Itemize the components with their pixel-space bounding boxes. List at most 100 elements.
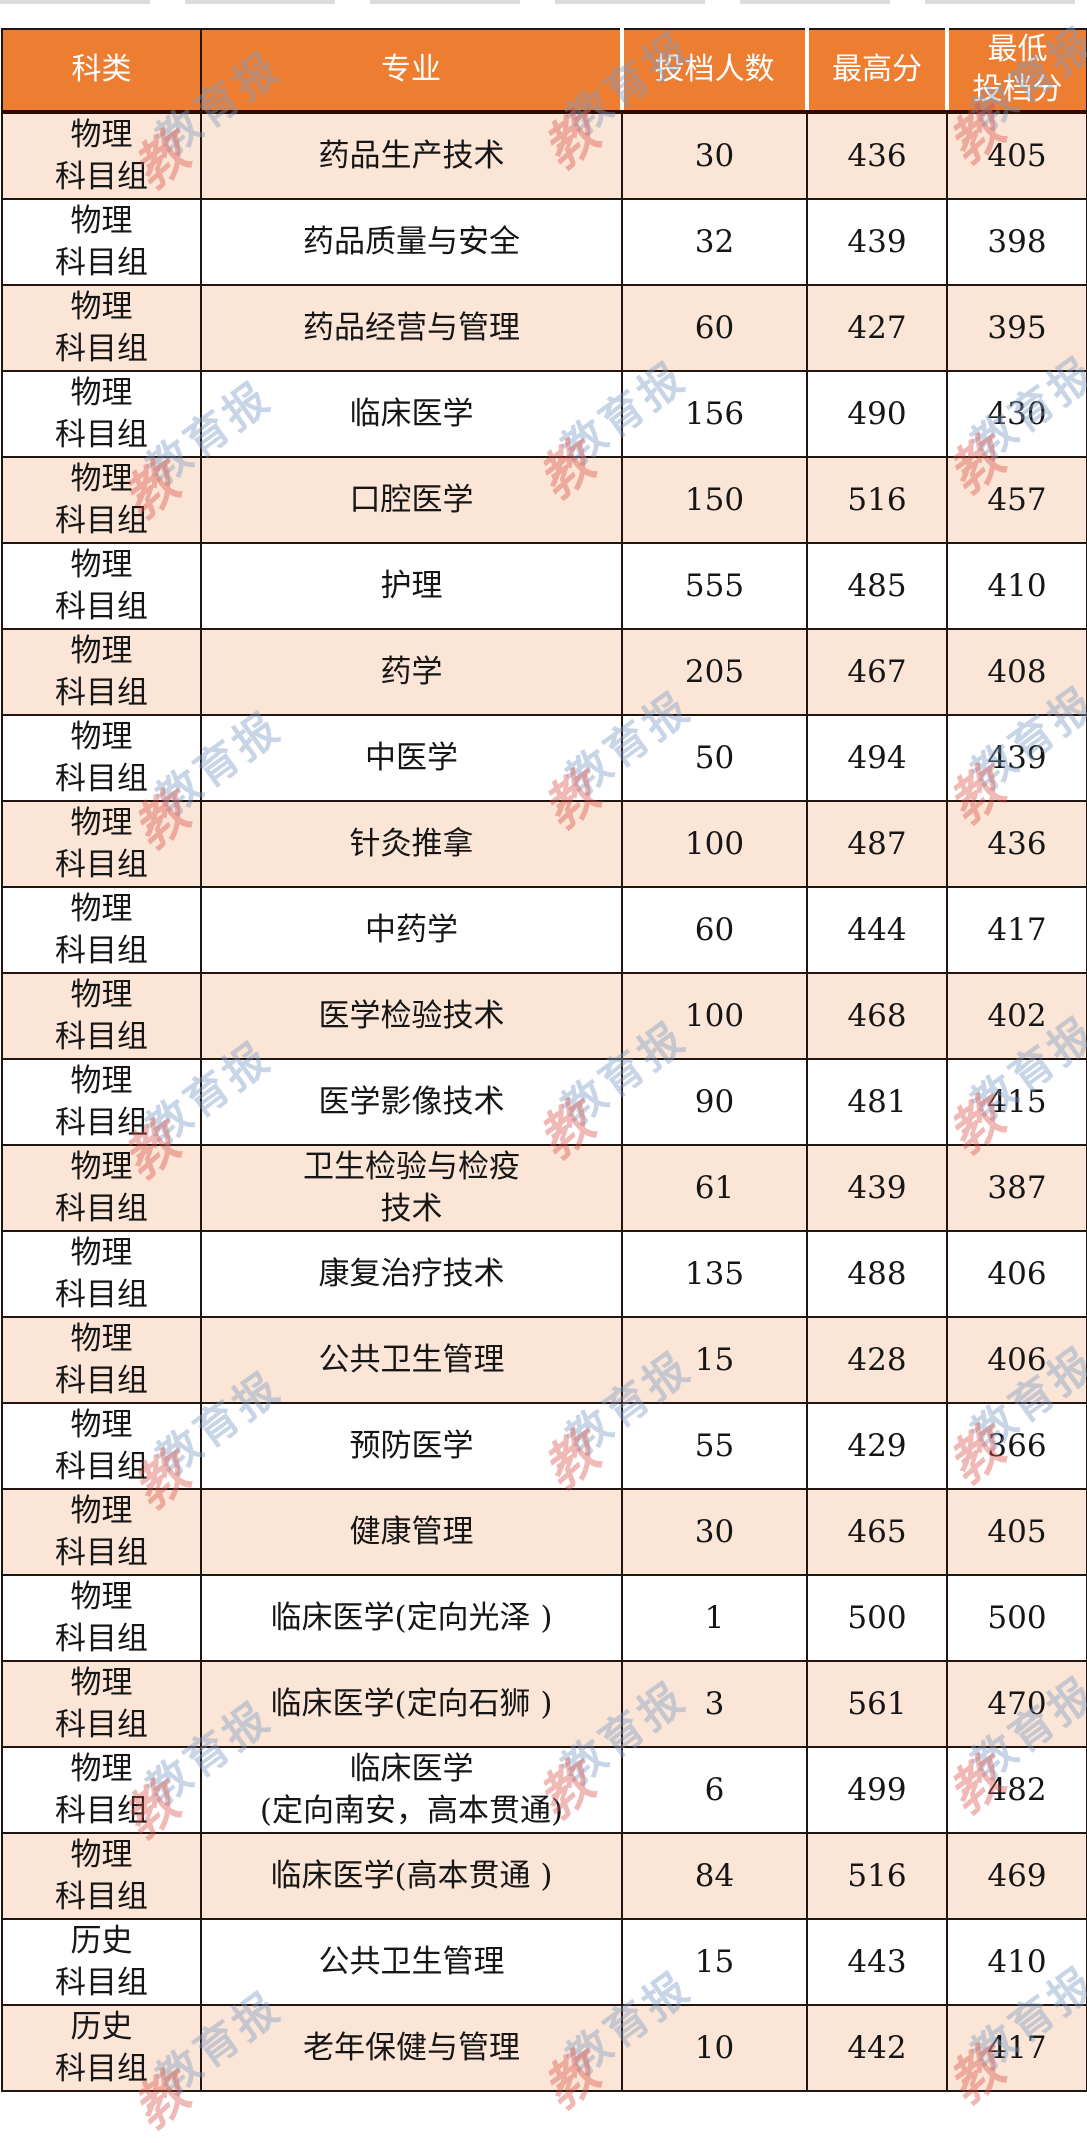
cell-count: 100 bbox=[621, 800, 808, 888]
table-row: 物理 科目组 药品生产技术 30 436 405 bbox=[1, 111, 1087, 200]
table-row: 物理 科目组 医学影像技术 90 481 415 bbox=[1, 1058, 1087, 1146]
table-body: 物理 科目组 药品生产技术 30 436 405 物理 科目组 药品质量与安全 32 439 398 物… bbox=[1, 111, 1087, 2092]
cell-major: 中药学 bbox=[200, 886, 623, 974]
cell-major: 临床医学(定向光泽 ) bbox=[200, 1574, 623, 1662]
cell-count: 90 bbox=[621, 1058, 808, 1146]
cell-max-score: 494 bbox=[806, 714, 948, 802]
table-row: 物理 科目组 药学 205 467 408 bbox=[1, 628, 1087, 716]
table-row: 物理 科目组 药品经营与管理 60 427 395 bbox=[1, 284, 1087, 372]
cell-max-score: 499 bbox=[806, 1746, 948, 1834]
cell-max-score: 443 bbox=[806, 1918, 948, 2006]
cell-category: 物理 科目组 bbox=[1, 1660, 202, 1748]
cell-major: 医学影像技术 bbox=[200, 1058, 623, 1146]
cell-major: 药学 bbox=[200, 628, 623, 716]
cell-min-score: 406 bbox=[946, 1230, 1087, 1318]
cell-major: 老年保健与管理 bbox=[200, 2004, 623, 2092]
cell-max-score: 561 bbox=[806, 1660, 948, 1748]
cell-category: 物理 科目组 bbox=[1, 972, 202, 1060]
cell-count: 205 bbox=[621, 628, 808, 716]
admission-score-table-wrap: 科类 专业 投档人数 最高分 最低 投档分 物理 科目组 药品生产技术 30 436 405… bbox=[1, 28, 1087, 2092]
cell-major: 护理 bbox=[200, 542, 623, 630]
table-row: 物理 科目组 临床医学 (定向南安，高本贯通) 6 499 482 bbox=[1, 1746, 1087, 1834]
cell-max-score: 468 bbox=[806, 972, 948, 1060]
cell-max-score: 500 bbox=[806, 1574, 948, 1662]
cell-max-score: 427 bbox=[806, 284, 948, 372]
cell-min-score: 410 bbox=[946, 542, 1087, 630]
table-row: 物理 科目组 针灸推拿 100 487 436 bbox=[1, 800, 1087, 888]
table-row: 物理 科目组 健康管理 30 465 405 bbox=[1, 1488, 1087, 1576]
cell-max-score: 487 bbox=[806, 800, 948, 888]
table-row: 物理 科目组 口腔医学 150 516 457 bbox=[1, 456, 1087, 544]
cell-major: 公共卫生管理 bbox=[200, 1316, 623, 1404]
cell-category: 物理 科目组 bbox=[1, 1144, 202, 1232]
cell-count: 30 bbox=[621, 1488, 808, 1576]
cell-count: 100 bbox=[621, 972, 808, 1060]
cell-max-score: 442 bbox=[806, 2004, 948, 2092]
cell-major: 预防医学 bbox=[200, 1402, 623, 1490]
cell-count: 61 bbox=[621, 1144, 808, 1232]
cell-count: 555 bbox=[621, 542, 808, 630]
cell-max-score: 439 bbox=[806, 1144, 948, 1232]
cell-count: 6 bbox=[621, 1746, 808, 1834]
cell-max-score: 516 bbox=[806, 1832, 948, 1920]
cell-min-score: 387 bbox=[946, 1144, 1087, 1232]
cell-min-score: 470 bbox=[946, 1660, 1087, 1748]
cell-category: 物理 科目组 bbox=[1, 1488, 202, 1576]
cell-count: 84 bbox=[621, 1832, 808, 1920]
cell-category: 物理 科目组 bbox=[1, 886, 202, 974]
cell-min-score: 430 bbox=[946, 370, 1087, 458]
cell-max-score: 485 bbox=[806, 542, 948, 630]
cell-major: 药品质量与安全 bbox=[200, 198, 623, 286]
cell-category: 历史 科目组 bbox=[1, 1918, 202, 2006]
cell-min-score: 469 bbox=[946, 1832, 1087, 1920]
cell-count: 1 bbox=[621, 1574, 808, 1662]
cell-major: 健康管理 bbox=[200, 1488, 623, 1576]
cell-count: 60 bbox=[621, 886, 808, 974]
header-max-score: 最高分 bbox=[805, 29, 947, 114]
cell-min-score: 436 bbox=[946, 800, 1087, 888]
cell-min-score: 398 bbox=[946, 198, 1087, 286]
cell-min-score: 405 bbox=[946, 1488, 1087, 1576]
cell-major: 医学检验技术 bbox=[200, 972, 623, 1060]
cell-category: 物理 科目组 bbox=[1, 1058, 202, 1146]
cell-category: 物理 科目组 bbox=[1, 1574, 202, 1662]
cell-count: 135 bbox=[621, 1230, 808, 1318]
cell-min-score: 457 bbox=[946, 456, 1087, 544]
cell-max-score: 444 bbox=[806, 886, 948, 974]
cell-min-score: 415 bbox=[946, 1058, 1087, 1146]
cell-count: 50 bbox=[621, 714, 808, 802]
cell-major: 口腔医学 bbox=[200, 456, 623, 544]
cell-max-score: 490 bbox=[806, 370, 948, 458]
table-row: 物理 科目组 临床医学(定向光泽 ) 1 500 500 bbox=[1, 1574, 1087, 1662]
cell-max-score: 467 bbox=[806, 628, 948, 716]
cell-max-score: 488 bbox=[806, 1230, 948, 1318]
cell-min-score: 408 bbox=[946, 628, 1087, 716]
cell-max-score: 429 bbox=[806, 1402, 948, 1490]
cell-count: 3 bbox=[621, 1660, 808, 1748]
cell-min-score: 482 bbox=[946, 1746, 1087, 1834]
cell-min-score: 395 bbox=[946, 284, 1087, 372]
table-row: 历史 科目组 公共卫生管理 15 443 410 bbox=[1, 1918, 1087, 2006]
top-edge-remnant bbox=[0, 0, 1087, 4]
table-header: 科类 专业 投档人数 最高分 最低 投档分 bbox=[2, 29, 1087, 114]
cell-category: 物理 科目组 bbox=[1, 1746, 202, 1834]
cell-category: 物理 科目组 bbox=[1, 198, 202, 286]
cell-min-score: 417 bbox=[946, 886, 1087, 974]
cell-count: 30 bbox=[621, 111, 808, 200]
cell-min-score: 500 bbox=[946, 1574, 1087, 1662]
cell-min-score: 405 bbox=[946, 111, 1087, 200]
header-row: 科类 专业 投档人数 最高分 最低 投档分 bbox=[2, 29, 1087, 114]
cell-count: 15 bbox=[621, 1918, 808, 2006]
cell-major: 公共卫生管理 bbox=[200, 1918, 623, 2006]
cell-category: 物理 科目组 bbox=[1, 628, 202, 716]
cell-major: 临床医学(高本贯通 ) bbox=[200, 1832, 623, 1920]
cell-min-score: 366 bbox=[946, 1402, 1087, 1490]
cell-major: 临床医学(定向石狮 ) bbox=[200, 1660, 623, 1748]
cell-major: 针灸推拿 bbox=[200, 800, 623, 888]
header-category: 科类 bbox=[2, 29, 201, 114]
header-min-score: 最低 投档分 bbox=[945, 29, 1087, 114]
cell-category: 物理 科目组 bbox=[1, 1832, 202, 1920]
table-row: 物理 科目组 中药学 60 444 417 bbox=[1, 886, 1087, 974]
cell-category: 历史 科目组 bbox=[1, 2004, 202, 2092]
table-row: 物理 科目组 药品质量与安全 32 439 398 bbox=[1, 198, 1087, 286]
